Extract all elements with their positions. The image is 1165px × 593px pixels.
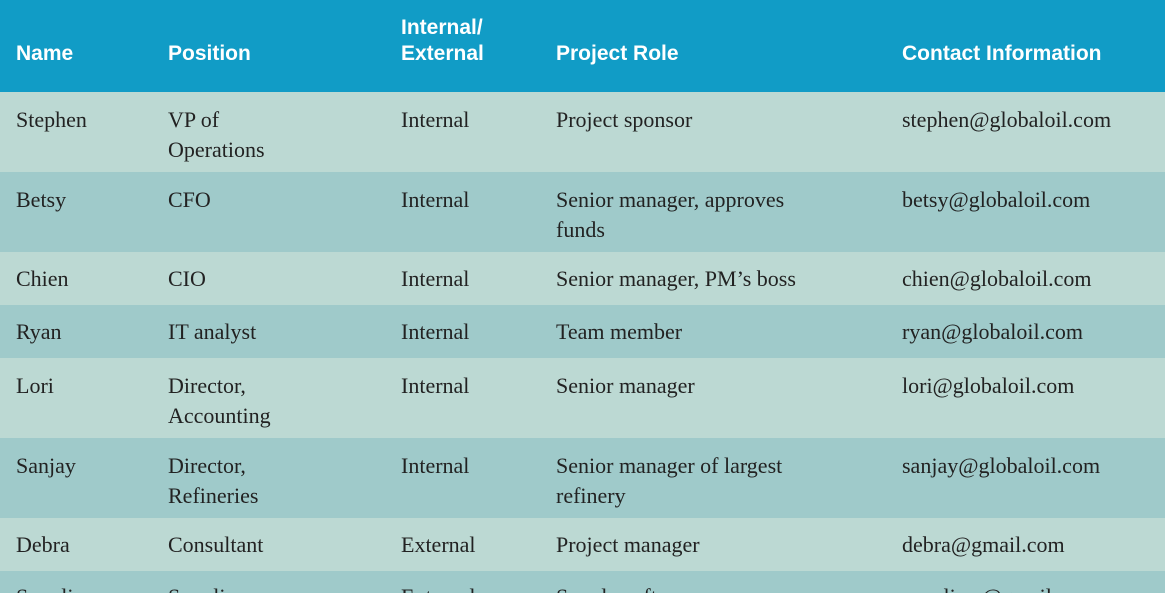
cell-position-line1: Director, bbox=[168, 453, 246, 478]
cell-position: Consultant bbox=[152, 518, 385, 571]
cell-contact: debra@gmail.com bbox=[902, 532, 1065, 557]
cell-role-line1: Senior manager, approves bbox=[556, 187, 785, 212]
cell-contact: lori@globaloil.com bbox=[902, 373, 1075, 398]
table-row: Debra Consultant External Project manage… bbox=[0, 518, 1165, 571]
header-internal-external-line1: Internal/ bbox=[401, 16, 483, 39]
cell-role-line1: Senior manager bbox=[556, 373, 695, 398]
header-row: Name Position Internal/ External Project… bbox=[0, 0, 1165, 92]
cell-position-line1: Director, bbox=[168, 373, 246, 398]
cell-position: VP of Operations bbox=[152, 92, 385, 172]
cell-name: Ryan bbox=[16, 319, 62, 344]
cell-contact: ryan@globaloil.com bbox=[902, 319, 1083, 344]
cell-internal-external: Internal bbox=[401, 107, 470, 132]
header-internal-external: Internal/ External bbox=[385, 0, 540, 92]
table-row: Chien CIO Internal Senior manager, PM’s … bbox=[0, 252, 1165, 305]
cell-contact: betsy@globaloil.com bbox=[902, 187, 1091, 212]
cell-role-line2: refinery bbox=[556, 483, 626, 508]
cell-role-line1: Supply software bbox=[556, 582, 886, 593]
cell-internal-external: External bbox=[385, 571, 540, 593]
cell-position: CFO bbox=[152, 172, 385, 252]
table-row: Stephen VP of Operations Internal Project… bbox=[0, 92, 1165, 172]
cell-contact: suppliers@gmail.com bbox=[886, 571, 1165, 593]
cell-name: Suppliers bbox=[0, 571, 152, 593]
header-internal-external-line2: External bbox=[401, 42, 484, 65]
table-row: Betsy CFO Internal Senior manager, appro… bbox=[0, 172, 1165, 252]
cell-name: Betsy bbox=[16, 187, 67, 212]
cell-position-line1: CIO bbox=[168, 266, 206, 291]
cell-role: Supply software bbox=[540, 571, 886, 593]
cell-position: IT analyst bbox=[152, 305, 385, 358]
cell-position: Director, Refineries bbox=[152, 438, 385, 518]
cell-role: Senior manager, approves funds bbox=[540, 172, 886, 252]
cell-position-line1: IT analyst bbox=[168, 319, 257, 344]
cell-role-line1: Senior manager of largest bbox=[556, 453, 783, 478]
cell-role-line1: Team member bbox=[556, 319, 683, 344]
table-body: Stephen VP of Operations Internal Project… bbox=[0, 92, 1165, 593]
cell-position-line1: Suppliers bbox=[168, 582, 385, 593]
cell-name: Debra bbox=[16, 532, 70, 557]
cell-contact: chien@globaloil.com bbox=[902, 266, 1092, 291]
cell-position: CIO bbox=[152, 252, 385, 305]
cell-internal-external: Internal bbox=[401, 453, 470, 478]
header-project-role: Project Role bbox=[556, 42, 679, 65]
cell-name: Chien bbox=[16, 266, 69, 291]
header-contact: Contact Information bbox=[902, 42, 1102, 65]
header-position: Position bbox=[168, 42, 251, 65]
cell-role: Senior manager of largest refinery bbox=[540, 438, 886, 518]
cell-role-line1: Project manager bbox=[556, 532, 700, 557]
table-row: Sanjay Director, Refineries Internal Seni… bbox=[0, 438, 1165, 518]
cell-position-line2: Accounting bbox=[168, 403, 271, 428]
cell-contact: stephen@globaloil.com bbox=[902, 107, 1112, 132]
cell-role-line1: Project sponsor bbox=[556, 107, 693, 132]
cell-internal-external: Internal bbox=[401, 266, 470, 291]
header-name: Name bbox=[16, 42, 74, 65]
cell-role-line2: funds bbox=[556, 217, 605, 242]
cell-role: Team member bbox=[540, 305, 886, 358]
cell-name: Stephen bbox=[16, 107, 87, 132]
cell-position: Suppliers bbox=[152, 571, 385, 593]
cell-internal-external: Internal bbox=[401, 373, 470, 398]
cell-position-line2: Refineries bbox=[168, 483, 259, 508]
cell-role-line1: Senior manager, PM’s boss bbox=[556, 266, 796, 291]
table-row: Lori Director, Accounting Internal Senior… bbox=[0, 358, 1165, 438]
cell-position-line2: Operations bbox=[168, 137, 265, 162]
cell-role: Senior manager bbox=[540, 358, 886, 438]
cell-role: Project sponsor bbox=[540, 92, 886, 172]
cell-name: Lori bbox=[16, 373, 54, 398]
table-row: Suppliers Suppliers External Supply soft… bbox=[0, 571, 1165, 593]
cell-position-line1: VP of bbox=[168, 107, 220, 132]
cell-internal-external: Internal bbox=[401, 187, 470, 212]
table-row: Ryan IT analyst Internal Team member rya… bbox=[0, 305, 1165, 358]
cell-position-line1: Consultant bbox=[168, 532, 264, 557]
cell-role: Senior manager, PM’s boss bbox=[540, 252, 886, 305]
cell-role: Project manager bbox=[540, 518, 886, 571]
cell-internal-external: Internal bbox=[401, 319, 470, 344]
cell-contact: sanjay@globaloil.com bbox=[902, 453, 1101, 478]
cell-internal-external: External bbox=[401, 532, 476, 557]
cell-name: Sanjay bbox=[16, 453, 76, 478]
table-header: Name Position Internal/ External Project… bbox=[0, 0, 1165, 92]
cell-position: Director, Accounting bbox=[152, 358, 385, 438]
cell-position-line1: CFO bbox=[168, 187, 211, 212]
